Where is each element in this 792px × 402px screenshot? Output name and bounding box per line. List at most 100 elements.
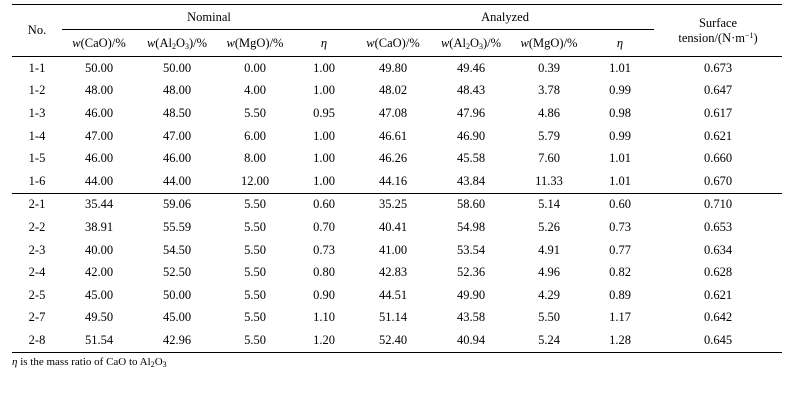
table-cell: 52.40 — [356, 329, 430, 353]
table-cell: 1.20 — [292, 329, 356, 353]
table-cell: 43.84 — [456, 173, 486, 188]
table-row: 1-6 44.00 44.00 12.00 1.00 44.16 43.84 11.33 1.0… — [12, 170, 782, 193]
header-analyzed-cao: w(CaO)/% — [366, 35, 420, 50]
table-cell: 1-6 — [28, 173, 46, 188]
table-cell: 47.00 — [84, 128, 114, 143]
table-cell: 59.06 — [136, 192, 218, 217]
table-row: 2-8 51.54 42.96 5.50 1.20 52.40 40.94 5.24 1.28 0… — [12, 329, 783, 353]
table-cell: 8.00 — [244, 151, 266, 166]
header-analyzed-mgo: w(MgO)/% — [520, 35, 578, 50]
table-cell: 2-3 — [28, 242, 46, 257]
table-cell: 5.50 — [244, 219, 266, 234]
table-cell: 2-5 — [28, 287, 46, 302]
table-cell: 40.00 — [84, 242, 114, 257]
table-cell: 4.91 — [538, 242, 560, 257]
table-cell: 2-8 — [12, 329, 62, 353]
table-cell: 0.670 — [703, 173, 733, 188]
table-cell: 5.26 — [538, 219, 560, 234]
table-cell: 2-2 — [28, 219, 46, 234]
header-nominal-eta: η — [320, 35, 328, 50]
table-cell: 1.00 — [313, 128, 335, 143]
table-cell: 0.645 — [654, 329, 783, 353]
table-cell: 0.660 — [703, 151, 733, 166]
table-cell: 5.50 — [218, 192, 292, 217]
table-cell: 0.73 — [313, 242, 335, 257]
table-cell: 52.50 — [162, 265, 192, 280]
table-row: 2-7 49.50 45.00 5.50 1.10 51.14 43.58 5.50 1.17 0… — [12, 307, 782, 330]
table-cell: 40.41 — [378, 219, 408, 234]
table-cell: 5.24 — [512, 329, 586, 353]
table-cell: 2-1 — [12, 192, 62, 217]
table-cell: 0.60 — [586, 192, 655, 217]
table-cell: 53.54 — [456, 242, 486, 257]
table-cell: 43.58 — [456, 310, 486, 325]
header-nominal-al2o3: w(Al2O3)/% — [146, 35, 208, 51]
table-cell: 1-4 — [28, 128, 46, 143]
table-cell: 49.46 — [456, 60, 486, 75]
table-cell: 0.90 — [313, 287, 335, 302]
table-cell: 0.00 — [244, 60, 266, 75]
table-cell: 0.99 — [609, 83, 631, 98]
table-cell: 49.80 — [378, 60, 408, 75]
table-cell: 38.91 — [84, 219, 114, 234]
header-nominal: Nominal — [62, 4, 356, 30]
table-cell: 1.01 — [609, 60, 631, 75]
table-cell: 0.634 — [703, 242, 733, 257]
table-row: 1-5 46.00 46.00 8.00 1.00 46.26 45.58 7.60 1.01 0… — [12, 147, 782, 170]
header-no: No. — [12, 4, 62, 57]
table-cell: 46.26 — [378, 151, 408, 166]
table-row: 1-4 47.00 47.00 6.00 1.00 46.61 46.90 5.79 0.99 0… — [12, 125, 782, 148]
table-cell: 5.14 — [512, 192, 586, 217]
table-cell: 1-2 — [28, 83, 46, 98]
table-cell: 6.00 — [244, 128, 266, 143]
table-cell: 0.653 — [703, 219, 733, 234]
table-cell: 44.00 — [84, 173, 114, 188]
table-cell: 42.96 — [136, 329, 218, 353]
table-cell: 44.00 — [162, 173, 192, 188]
header-row-1: No. Nominal Analyzed Surface tension/(N·… — [12, 4, 783, 57]
table-cell: 44.51 — [378, 287, 408, 302]
table-cell: 2-4 — [28, 265, 46, 280]
table-container: No. Nominal Analyzed Surface tension/(N·… — [12, 4, 783, 369]
table-cell: 0.77 — [609, 242, 631, 257]
table-cell: 5.50 — [244, 105, 266, 120]
table-cell: 1-5 — [28, 151, 46, 166]
table-cell: 4.00 — [244, 83, 266, 98]
footnote: η is the mass ratio of CaO to Al2O3 — [12, 355, 167, 369]
table-cell: 5.50 — [244, 310, 266, 325]
table-cell: 0.95 — [313, 105, 335, 120]
table-cell: 1.28 — [586, 329, 655, 353]
table-cell: 0.673 — [703, 60, 733, 75]
table-cell: 5.50 — [244, 265, 266, 280]
table-row: 2-2 38.91 55.59 5.50 0.70 40.41 54.98 5.26 0.73 0… — [12, 216, 782, 239]
table-cell: 1-3 — [28, 105, 46, 120]
table-row: 1-2 48.00 48.00 4.00 1.00 48.02 48.43 3.78 0.99 0… — [12, 80, 782, 103]
table-cell: 1.00 — [313, 83, 335, 98]
data-table: No. Nominal Analyzed Surface tension/(N·… — [12, 4, 783, 353]
table-cell: 41.00 — [378, 242, 408, 257]
header-analyzed-eta: η — [616, 35, 624, 50]
table-cell: 47.00 — [162, 128, 192, 143]
table-cell: 1.17 — [609, 310, 631, 325]
table-cell: 50.00 — [162, 60, 192, 75]
table-cell: 0.39 — [538, 60, 560, 75]
table-cell: 5.79 — [538, 128, 560, 143]
table-cell: 0.60 — [292, 192, 356, 217]
table-body: 1-1 50.00 50.00 0.00 1.00 49.80 49.46 0.39 1.01 0… — [12, 57, 783, 353]
surface-line2: tension/(N·m−1) — [678, 30, 758, 45]
table-cell: 48.02 — [378, 83, 408, 98]
table-cell: 7.60 — [538, 151, 560, 166]
table-cell: 48.00 — [162, 83, 192, 98]
table-cell: 11.33 — [535, 173, 563, 188]
table-cell: 4.29 — [538, 287, 560, 302]
table-row: 1-1 50.00 50.00 0.00 1.00 49.80 49.46 0.39 1.01 0… — [12, 57, 782, 80]
table-cell: 12.00 — [240, 173, 270, 188]
table-cell: 35.25 — [356, 192, 430, 217]
table-cell: 4.96 — [538, 265, 560, 280]
table-cell: 0.80 — [313, 265, 335, 280]
table-cell: 55.59 — [162, 219, 192, 234]
table-cell: 49.90 — [456, 287, 486, 302]
table-cell: 0.621 — [703, 287, 733, 302]
table-cell: 51.14 — [378, 310, 408, 325]
table-cell: 1.01 — [609, 173, 631, 188]
